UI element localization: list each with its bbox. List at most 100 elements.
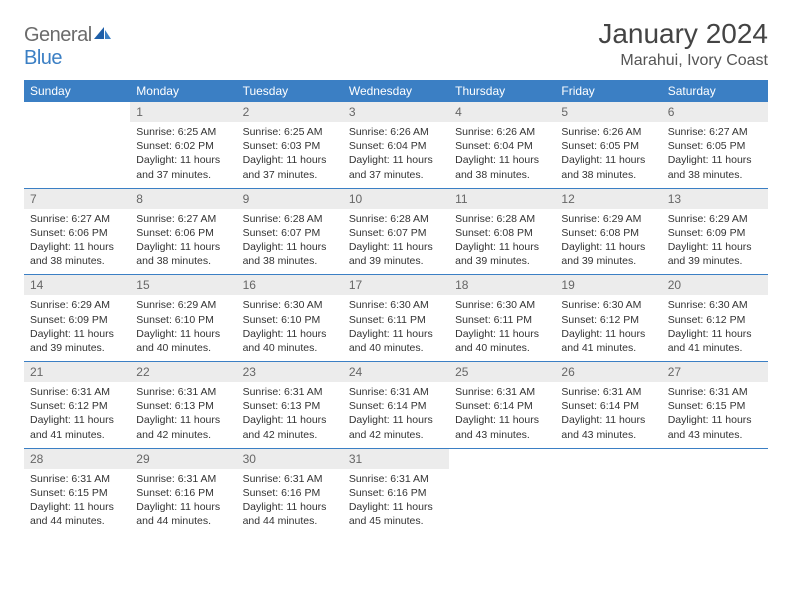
day-number: 1 — [130, 102, 236, 122]
day-number: 21 — [24, 362, 130, 382]
calendar-table: SundayMondayTuesdayWednesdayThursdayFrid… — [24, 80, 768, 534]
calendar-cell: 1Sunrise: 6:25 AMSunset: 6:02 PMDaylight… — [130, 102, 236, 188]
day-number: 13 — [662, 189, 768, 209]
day-details: Sunrise: 6:29 AMSunset: 6:08 PMDaylight:… — [555, 209, 661, 275]
day-number: 14 — [24, 275, 130, 295]
day-details: Sunrise: 6:26 AMSunset: 6:04 PMDaylight:… — [343, 122, 449, 188]
day-details: Sunrise: 6:31 AMSunset: 6:13 PMDaylight:… — [237, 382, 343, 448]
day-number: 10 — [343, 189, 449, 209]
day-details: Sunrise: 6:30 AMSunset: 6:11 PMDaylight:… — [449, 295, 555, 361]
day-number: 15 — [130, 275, 236, 295]
calendar-cell: 2Sunrise: 6:25 AMSunset: 6:03 PMDaylight… — [237, 102, 343, 188]
calendar-cell: 24Sunrise: 6:31 AMSunset: 6:14 PMDayligh… — [343, 362, 449, 449]
weekday-header: Tuesday — [237, 80, 343, 102]
header: General Blue January 2024 Marahui, Ivory… — [24, 18, 768, 70]
day-details: Sunrise: 6:31 AMSunset: 6:14 PMDaylight:… — [449, 382, 555, 448]
day-details: Sunrise: 6:28 AMSunset: 6:08 PMDaylight:… — [449, 209, 555, 275]
calendar-cell: 31Sunrise: 6:31 AMSunset: 6:16 PMDayligh… — [343, 448, 449, 534]
day-details: Sunrise: 6:31 AMSunset: 6:14 PMDaylight:… — [343, 382, 449, 448]
calendar-cell: 9Sunrise: 6:28 AMSunset: 6:07 PMDaylight… — [237, 188, 343, 275]
day-number: 3 — [343, 102, 449, 122]
calendar-cell: 12Sunrise: 6:29 AMSunset: 6:08 PMDayligh… — [555, 188, 661, 275]
day-details: Sunrise: 6:31 AMSunset: 6:16 PMDaylight:… — [130, 469, 236, 535]
weekday-header: Monday — [130, 80, 236, 102]
calendar-cell — [24, 102, 130, 188]
page-title: January 2024 — [598, 18, 768, 50]
calendar-cell: 5Sunrise: 6:26 AMSunset: 6:05 PMDaylight… — [555, 102, 661, 188]
day-number: 6 — [662, 102, 768, 122]
day-details: Sunrise: 6:30 AMSunset: 6:12 PMDaylight:… — [662, 295, 768, 361]
title-block: January 2024 Marahui, Ivory Coast — [598, 18, 768, 70]
calendar-cell: 3Sunrise: 6:26 AMSunset: 6:04 PMDaylight… — [343, 102, 449, 188]
calendar-cell: 22Sunrise: 6:31 AMSunset: 6:13 PMDayligh… — [130, 362, 236, 449]
day-details: Sunrise: 6:30 AMSunset: 6:10 PMDaylight:… — [237, 295, 343, 361]
calendar-week-row: 21Sunrise: 6:31 AMSunset: 6:12 PMDayligh… — [24, 362, 768, 449]
day-number: 20 — [662, 275, 768, 295]
weekday-header: Thursday — [449, 80, 555, 102]
location-label: Marahui, Ivory Coast — [598, 52, 768, 70]
day-details: Sunrise: 6:26 AMSunset: 6:05 PMDaylight:… — [555, 122, 661, 188]
calendar-cell: 10Sunrise: 6:28 AMSunset: 6:07 PMDayligh… — [343, 188, 449, 275]
calendar-cell: 8Sunrise: 6:27 AMSunset: 6:06 PMDaylight… — [130, 188, 236, 275]
logo-text-general: General — [24, 24, 92, 46]
weekday-header-row: SundayMondayTuesdayWednesdayThursdayFrid… — [24, 80, 768, 102]
day-details: Sunrise: 6:31 AMSunset: 6:15 PMDaylight:… — [662, 382, 768, 448]
calendar-cell — [555, 448, 661, 534]
calendar-week-row: 14Sunrise: 6:29 AMSunset: 6:09 PMDayligh… — [24, 275, 768, 362]
calendar-cell: 30Sunrise: 6:31 AMSunset: 6:16 PMDayligh… — [237, 448, 343, 534]
day-number: 30 — [237, 449, 343, 469]
calendar-cell: 7Sunrise: 6:27 AMSunset: 6:06 PMDaylight… — [24, 188, 130, 275]
day-number: 8 — [130, 189, 236, 209]
calendar-cell: 20Sunrise: 6:30 AMSunset: 6:12 PMDayligh… — [662, 275, 768, 362]
calendar-week-row: 28Sunrise: 6:31 AMSunset: 6:15 PMDayligh… — [24, 448, 768, 534]
calendar-cell: 27Sunrise: 6:31 AMSunset: 6:15 PMDayligh… — [662, 362, 768, 449]
calendar-body: 1Sunrise: 6:25 AMSunset: 6:02 PMDaylight… — [24, 102, 768, 534]
calendar-cell: 19Sunrise: 6:30 AMSunset: 6:12 PMDayligh… — [555, 275, 661, 362]
calendar-cell: 25Sunrise: 6:31 AMSunset: 6:14 PMDayligh… — [449, 362, 555, 449]
day-number: 22 — [130, 362, 236, 382]
day-number: 4 — [449, 102, 555, 122]
calendar-cell: 11Sunrise: 6:28 AMSunset: 6:08 PMDayligh… — [449, 188, 555, 275]
day-number: 12 — [555, 189, 661, 209]
day-number: 24 — [343, 362, 449, 382]
calendar-cell: 29Sunrise: 6:31 AMSunset: 6:16 PMDayligh… — [130, 448, 236, 534]
day-details: Sunrise: 6:28 AMSunset: 6:07 PMDaylight:… — [237, 209, 343, 275]
day-number: 27 — [662, 362, 768, 382]
day-details: Sunrise: 6:31 AMSunset: 6:12 PMDaylight:… — [24, 382, 130, 448]
day-number: 31 — [343, 449, 449, 469]
calendar-cell: 14Sunrise: 6:29 AMSunset: 6:09 PMDayligh… — [24, 275, 130, 362]
day-number: 26 — [555, 362, 661, 382]
weekday-header: Friday — [555, 80, 661, 102]
day-number: 16 — [237, 275, 343, 295]
day-number: 5 — [555, 102, 661, 122]
calendar-cell: 13Sunrise: 6:29 AMSunset: 6:09 PMDayligh… — [662, 188, 768, 275]
calendar-cell: 18Sunrise: 6:30 AMSunset: 6:11 PMDayligh… — [449, 275, 555, 362]
calendar-cell — [662, 448, 768, 534]
calendar-cell: 6Sunrise: 6:27 AMSunset: 6:05 PMDaylight… — [662, 102, 768, 188]
day-details: Sunrise: 6:31 AMSunset: 6:14 PMDaylight:… — [555, 382, 661, 448]
day-number: 25 — [449, 362, 555, 382]
day-details: Sunrise: 6:29 AMSunset: 6:09 PMDaylight:… — [24, 295, 130, 361]
calendar-cell: 15Sunrise: 6:29 AMSunset: 6:10 PMDayligh… — [130, 275, 236, 362]
day-details: Sunrise: 6:31 AMSunset: 6:16 PMDaylight:… — [237, 469, 343, 535]
day-number: 18 — [449, 275, 555, 295]
day-details: Sunrise: 6:28 AMSunset: 6:07 PMDaylight:… — [343, 209, 449, 275]
logo-sail-icon — [92, 24, 112, 47]
day-number: 11 — [449, 189, 555, 209]
calendar-cell: 4Sunrise: 6:26 AMSunset: 6:04 PMDaylight… — [449, 102, 555, 188]
day-number: 7 — [24, 189, 130, 209]
weekday-header: Sunday — [24, 80, 130, 102]
day-number: 19 — [555, 275, 661, 295]
day-details: Sunrise: 6:29 AMSunset: 6:10 PMDaylight:… — [130, 295, 236, 361]
day-details: Sunrise: 6:30 AMSunset: 6:11 PMDaylight:… — [343, 295, 449, 361]
day-number: 28 — [24, 449, 130, 469]
calendar-cell — [449, 448, 555, 534]
calendar-week-row: 1Sunrise: 6:25 AMSunset: 6:02 PMDaylight… — [24, 102, 768, 188]
calendar-week-row: 7Sunrise: 6:27 AMSunset: 6:06 PMDaylight… — [24, 188, 768, 275]
calendar-cell: 16Sunrise: 6:30 AMSunset: 6:10 PMDayligh… — [237, 275, 343, 362]
day-details: Sunrise: 6:30 AMSunset: 6:12 PMDaylight:… — [555, 295, 661, 361]
day-number: 29 — [130, 449, 236, 469]
weekday-header: Saturday — [662, 80, 768, 102]
day-details: Sunrise: 6:27 AMSunset: 6:06 PMDaylight:… — [24, 209, 130, 275]
day-number: 17 — [343, 275, 449, 295]
